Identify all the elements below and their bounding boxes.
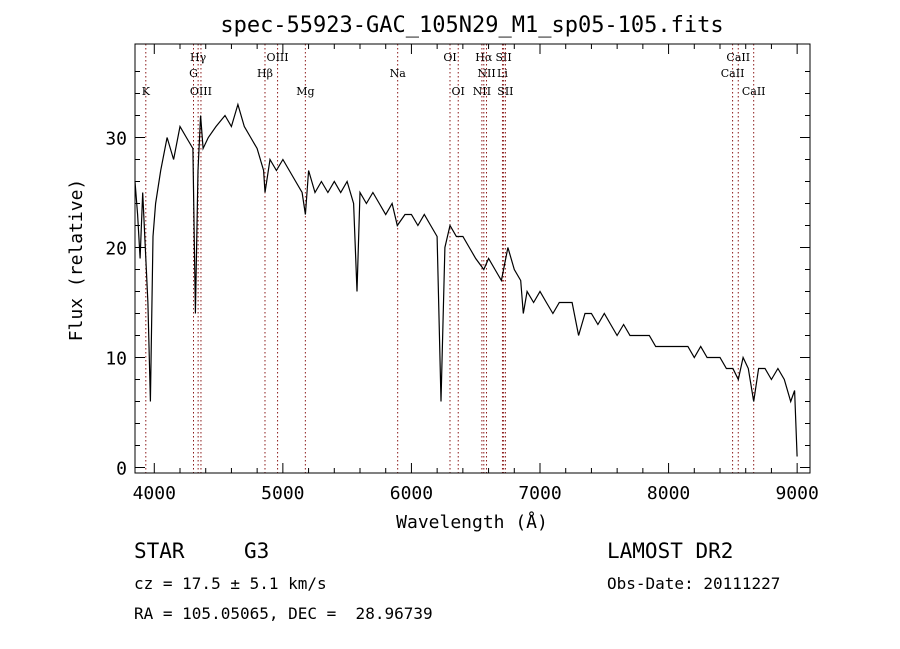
x-tick-label: 5000 [261,483,304,504]
spectral-line-label: CaII [726,51,750,64]
spectral-line-label: CaII [721,67,745,80]
spectral-line-label: K [142,85,151,98]
y-tick-label: 30 [105,129,127,150]
x-tick-label: 8000 [647,483,690,504]
x-tick-label: 7000 [518,483,561,504]
axis-ticks: 4000 5000 6000 7000 8000 9000 0 10 20 30 [105,44,819,504]
spectral-line-label: NII [473,85,491,98]
spectral-line-label: Mg [296,85,314,98]
spectrum-chart: spec-55923-GAC_105N29_M1_sp05-105.fits K… [66,13,819,533]
y-tick-label: 10 [105,349,127,370]
observation-date: Obs-Date: 20111227 [607,574,781,593]
spectral-line-label: Hβ [257,67,273,80]
spectral-line-label: OIII [267,51,289,64]
spectral-line-label: G [189,67,198,80]
spectrum-series-line [134,102,798,457]
object-subclass: G3 [244,539,270,563]
plot-frame [134,43,811,474]
spectral-line-label: OI [452,85,465,98]
y-axis-label: Flux (relative) [66,179,87,342]
spectral-line-label: SII [495,51,511,64]
redshift-velocity: cz = 17.5 ± 5.1 km/s [134,574,327,593]
spectral-line-label: Li [497,67,508,80]
spectral-line-label: OIII [190,85,212,98]
spectral-line-label: OI [443,51,456,64]
x-axis-label: Wavelength (Å) [396,511,548,533]
spectral-line-label: Hα [475,51,493,64]
x-tick-label: 6000 [390,483,433,504]
spectral-line-label: SII [497,85,513,98]
chart-title: spec-55923-GAC_105N29_M1_sp05-105.fits [220,13,723,38]
y-tick-label: 20 [105,239,127,260]
spectral-line-label: Hγ [190,51,207,64]
spectral-line-label: CaII [742,85,766,98]
x-tick-label: 9000 [775,483,818,504]
object-class: STAR [134,539,185,563]
y-tick-label: 0 [116,459,127,480]
coordinates: RA = 105.05065, DEC = 28.96739 [134,604,433,623]
spectral-line-label: NII [477,67,495,80]
x-tick-label: 4000 [133,483,176,504]
survey-name: LAMOST DR2 [607,539,734,563]
spectral-line-label: Na [390,67,407,80]
